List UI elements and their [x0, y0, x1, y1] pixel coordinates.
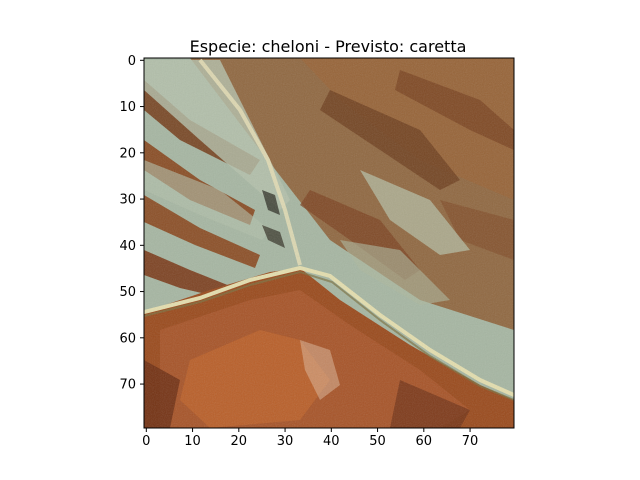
x-tick-label: 50: [369, 434, 386, 449]
x-tick-label: 40: [323, 434, 340, 449]
y-tick-label: 50: [119, 285, 136, 300]
x-tick-label: 10: [184, 434, 201, 449]
y-tick-label: 30: [119, 193, 136, 208]
x-tick-label: 0: [142, 434, 150, 449]
x-tick-label: 30: [277, 434, 294, 449]
scale-closeup-image: [144, 58, 514, 428]
chart-title: Especie: cheloni - Previsto: caretta: [190, 37, 467, 56]
x-tick-label: 70: [462, 434, 479, 449]
y-tick-label: 40: [119, 239, 136, 254]
y-axis: 0 10 20 30 40 50 60 70: [119, 54, 144, 393]
y-tick-label: 60: [119, 331, 136, 346]
x-tick-label: 20: [231, 434, 248, 449]
x-axis: 0 10 20 30 40 50 60 70: [142, 428, 478, 449]
axes-frame: [143, 57, 515, 429]
y-tick-label: 0: [128, 54, 136, 69]
y-tick-label: 20: [119, 146, 136, 161]
y-tick-label: 10: [119, 100, 136, 115]
y-tick-label: 70: [119, 378, 136, 393]
x-tick-label: 60: [416, 434, 433, 449]
